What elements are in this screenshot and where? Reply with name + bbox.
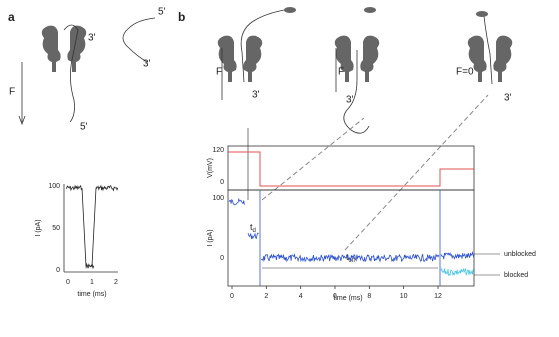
y-tick-label: 0 (220, 255, 224, 262)
noise-trace (228, 197, 245, 206)
off-subscript: off (349, 258, 356, 264)
x-tick-label: 0 (230, 293, 234, 300)
x-tick-label: 0 (66, 279, 70, 286)
y-tick-label: 100 (212, 195, 224, 202)
x-axis-label: time (ms) (77, 291, 106, 298)
trace-drop (81, 187, 97, 267)
y-axis-label: I (pA) (35, 219, 42, 236)
panel-label: a (8, 10, 15, 24)
off-symbol: t (346, 252, 349, 262)
strand-end: 3' (346, 95, 354, 106)
strand-end: 3' (252, 90, 260, 101)
trace-b (228, 197, 475, 277)
noise-trace (261, 253, 440, 263)
pore-icon (41, 25, 87, 73)
y-tick-label: 50 (52, 225, 60, 232)
level-label: unblocked (504, 251, 536, 258)
panel-label: b (178, 10, 185, 24)
voltage-frame (227, 145, 475, 191)
dwell-symbol: t (250, 222, 253, 232)
free-strand (122, 17, 156, 63)
noise-trace (95, 184, 119, 192)
force-label: F=0 (456, 67, 474, 78)
strand (63, 24, 79, 123)
level-label: blocked (504, 272, 528, 279)
x-tick-label: 8 (367, 293, 371, 300)
pore-icon (217, 35, 263, 83)
strand (483, 15, 493, 85)
y-tick-label: 0 (56, 267, 60, 274)
strand (343, 50, 370, 134)
x-tick-label: 2 (264, 293, 268, 300)
strand-end: 5' (158, 7, 166, 18)
arrow-head (18, 115, 26, 126)
noise-trace (65, 184, 82, 192)
voltage-trace (228, 151, 474, 187)
dwell-subscript: d (253, 228, 256, 234)
x-tick-label: 2 (114, 279, 118, 286)
y-axis-label: I (pA) (207, 229, 214, 246)
annotation: td (250, 222, 256, 233)
x-tick-label: 4 (299, 293, 303, 300)
bead (364, 7, 376, 13)
trace-a (65, 184, 119, 269)
y-axis-label: V(mV) (207, 158, 214, 178)
dashed-link (344, 94, 489, 251)
bead (476, 11, 488, 17)
force-label: F (9, 87, 15, 98)
annotation: toff (346, 252, 355, 263)
noise-trace (85, 262, 95, 269)
strand-end: 3' (504, 93, 512, 104)
x-axis-label: time (ms) (333, 295, 362, 302)
strand (240, 9, 285, 83)
strand-end: 5' (80, 122, 88, 133)
y-tick-label: 120 (212, 147, 224, 154)
noise-trace (440, 267, 475, 277)
x-tick-label: 12 (434, 293, 442, 300)
strand-end: 3' (143, 59, 151, 70)
x-tick-label: 10 (400, 293, 408, 300)
current-frame (227, 189, 475, 287)
noise-trace (440, 251, 475, 260)
noise-trace (247, 232, 259, 240)
force-label: F (216, 67, 222, 78)
y-tick-label: 0 (220, 179, 224, 186)
dashed-link (261, 117, 365, 201)
strand-end: 3' (88, 33, 96, 44)
x-tick-label: 6 (333, 293, 337, 300)
force-label: F (338, 67, 344, 78)
bead (284, 7, 296, 13)
y-tick-label: 100 (48, 183, 60, 190)
x-tick-label: 1 (90, 279, 94, 286)
